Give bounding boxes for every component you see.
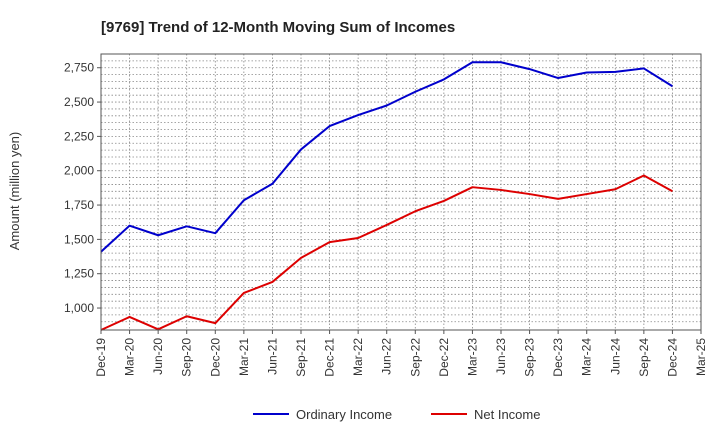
x-tick-label: Dec-21 bbox=[323, 338, 337, 377]
x-tick-label: Mar-25 bbox=[694, 338, 708, 376]
x-tick-label: Mar-20 bbox=[123, 338, 137, 376]
x-tick-label: Jun-20 bbox=[151, 338, 165, 375]
x-tick-label: Jun-24 bbox=[608, 338, 622, 375]
y-tick-label: 1,250 bbox=[64, 267, 94, 281]
plot-frame bbox=[100, 53, 702, 331]
series-line-net-income bbox=[100, 174, 673, 331]
chart-title: [9769] Trend of 12-Month Moving Sum of I… bbox=[101, 19, 455, 36]
x-tick-label: Sep-24 bbox=[637, 338, 651, 377]
y-tick-label: 2,500 bbox=[64, 95, 94, 109]
x-tick-label: Dec-19 bbox=[94, 338, 108, 377]
series-layer bbox=[100, 61, 673, 331]
x-tick-label: Dec-23 bbox=[551, 338, 565, 377]
x-tick-label: Jun-23 bbox=[494, 338, 508, 375]
y-tick-label: 1,000 bbox=[64, 301, 94, 315]
y-tick-label: 2,250 bbox=[64, 129, 94, 143]
x-tick-label: Dec-24 bbox=[665, 338, 679, 377]
x-tick-label: Mar-24 bbox=[580, 338, 594, 376]
y-tick-label: 2,000 bbox=[64, 164, 94, 178]
x-tick-label: Sep-23 bbox=[523, 338, 537, 377]
x-tick-label: Sep-21 bbox=[294, 338, 308, 377]
x-tick-label: Jun-22 bbox=[380, 338, 394, 375]
legend-label-ordinary-income: Ordinary Income bbox=[296, 407, 392, 422]
y-tick-label: 1,750 bbox=[64, 198, 94, 212]
y-tick-label: 2,750 bbox=[64, 61, 94, 75]
x-tick-label: Sep-20 bbox=[180, 338, 194, 377]
y-tick-label: 1,500 bbox=[64, 232, 94, 246]
legend-label-net-income: Net Income bbox=[474, 407, 540, 422]
x-tick-label: Dec-22 bbox=[437, 338, 451, 377]
tick-layer: Dec-19 Mar-20 Jun-20 Sep-20 Dec-20 Mar-21 Jun-… bbox=[64, 61, 708, 377]
x-tick-label: Dec-20 bbox=[208, 338, 222, 377]
series-line-ordinary-income bbox=[100, 61, 673, 253]
x-tick-label: Mar-23 bbox=[465, 338, 479, 376]
x-tick-label: Jun-21 bbox=[265, 338, 279, 375]
y-axis-label: Amount (million yen) bbox=[7, 132, 22, 251]
x-tick-label: Sep-22 bbox=[408, 338, 422, 377]
x-tick-label: Mar-21 bbox=[237, 338, 251, 376]
legend: Ordinary Income Net Income bbox=[253, 407, 540, 422]
grid-layer bbox=[101, 54, 701, 330]
x-tick-label: Mar-22 bbox=[351, 338, 365, 376]
